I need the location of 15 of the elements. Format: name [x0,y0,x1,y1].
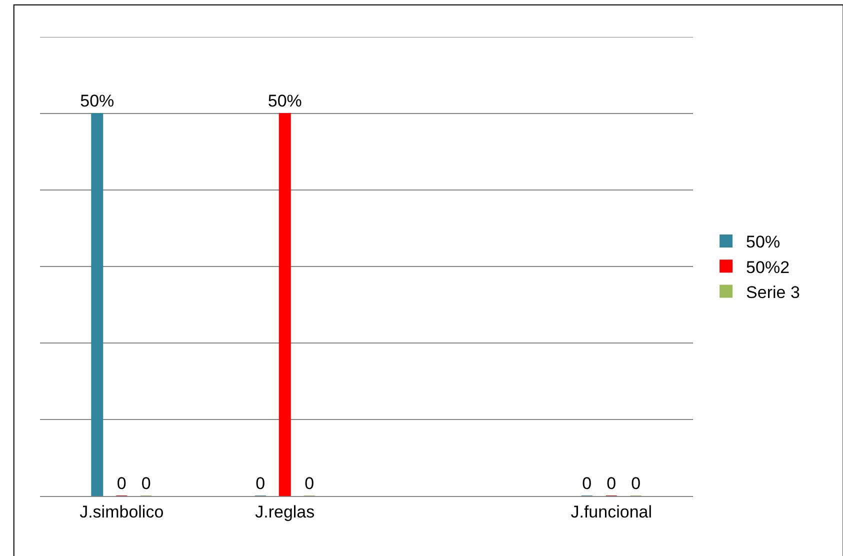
data-label: 0 [631,474,641,493]
legend-label: 50% [746,232,780,252]
data-label: 50% [80,92,114,110]
data-label: 0 [582,474,592,493]
data-label: 0 [141,474,151,493]
legend-label: 50%2 [746,258,790,277]
data-label: 50% [268,92,302,110]
data-label: 0 [606,474,616,493]
x-tick-label: J.funcional [570,502,652,522]
x-tick-label: J.simbolico [80,502,164,522]
data-label: 0 [304,474,314,493]
x-tick-label: J.reglas [255,502,315,522]
data-label: 0 [116,474,126,493]
legend-label: Serie 3 [746,282,800,302]
data-label: 0 [256,474,266,493]
